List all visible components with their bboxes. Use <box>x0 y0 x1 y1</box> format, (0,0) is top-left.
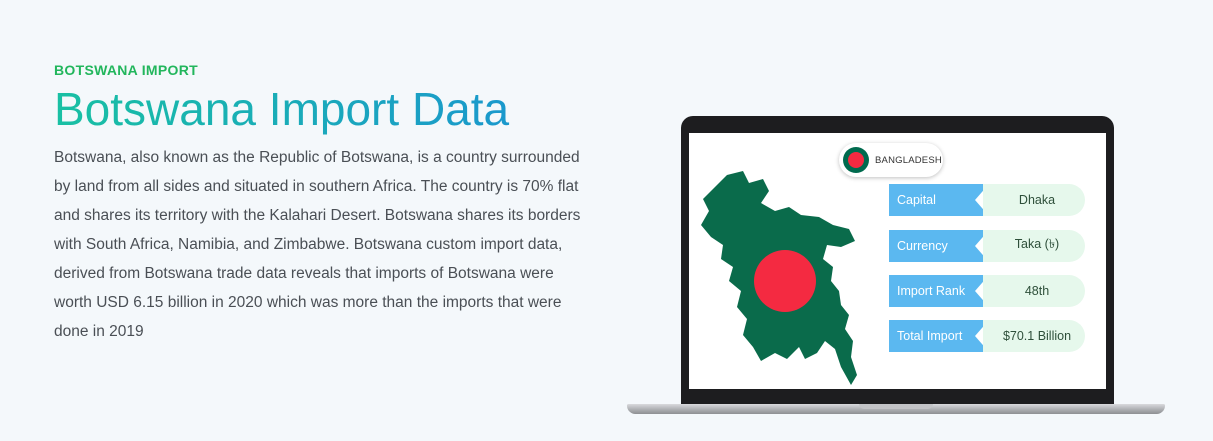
intro-section: BOTSWANA IMPORT Botswana Import Data Bot… <box>54 62 614 346</box>
info-row-import-rank: Import Rank 48th <box>889 275 1085 307</box>
info-label: Import Rank <box>889 275 989 307</box>
bangladesh-map-icon <box>701 171 857 385</box>
info-label: Capital <box>889 184 989 216</box>
info-row-capital: Capital Dhaka <box>889 184 1085 216</box>
info-row-currency: Currency Taka (৳) <box>889 230 1085 262</box>
laptop-lid: BANGLADESH Capital Dhaka Currency Taka (… <box>681 116 1114 404</box>
info-label: Total Import <box>889 320 989 352</box>
info-value: Dhaka <box>983 184 1085 216</box>
section-description: Botswana, also known as the Republic of … <box>54 148 581 340</box>
country-badge: BANGLADESH <box>839 143 943 177</box>
laptop-notch <box>859 404 933 409</box>
laptop-base <box>627 404 1165 414</box>
country-name: BANGLADESH <box>875 154 942 166</box>
laptop-illustration: BANGLADESH Capital Dhaka Currency Taka (… <box>627 116 1165 419</box>
info-value: $70.1 Billion <box>983 320 1085 352</box>
info-label: Currency <box>889 230 989 262</box>
page-title: Botswana Import Data <box>54 84 614 135</box>
bangladesh-flag-icon <box>843 147 869 173</box>
info-row-total-import: Total Import $70.1 Billion <box>889 320 1085 352</box>
section-eyebrow: BOTSWANA IMPORT <box>54 62 198 78</box>
info-value: 48th <box>983 275 1085 307</box>
laptop-screen: BANGLADESH Capital Dhaka Currency Taka (… <box>689 133 1106 389</box>
info-value: Taka (৳) <box>983 230 1085 262</box>
